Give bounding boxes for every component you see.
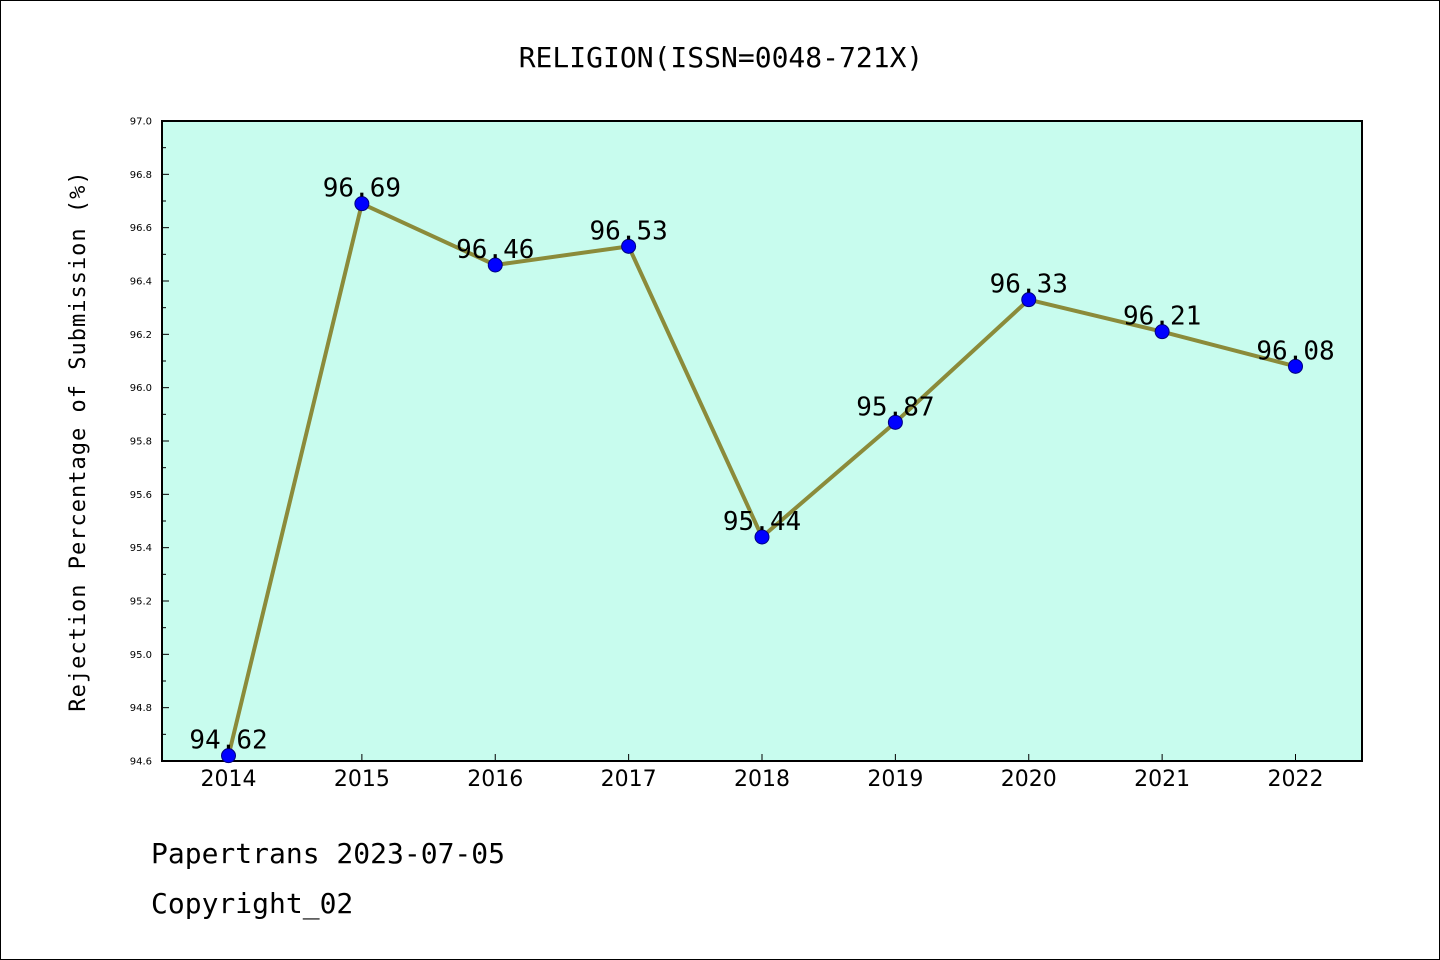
copyright-note: Copyright_02 — [151, 887, 354, 920]
data-point — [354, 196, 370, 212]
data-point — [1021, 292, 1037, 308]
data-label: 96.53 — [589, 216, 667, 246]
y-tick-label: 94.6 — [130, 757, 152, 768]
y-tick-label: 95.4 — [130, 543, 152, 554]
x-tick-label: 2015 — [334, 767, 390, 792]
y-tick-label: 95.8 — [130, 437, 152, 448]
y-tick-label: 95.2 — [130, 597, 152, 608]
y-tick-label: 96.8 — [130, 170, 152, 181]
data-label: 96.33 — [990, 270, 1068, 300]
data-label: 96.21 — [1123, 302, 1201, 332]
x-tick-label: 2014 — [201, 767, 257, 792]
x-tick-label: 2016 — [467, 767, 523, 792]
data-point — [1288, 358, 1303, 374]
data-point — [1154, 324, 1170, 340]
data-label: 96.08 — [1256, 336, 1334, 366]
data-point — [754, 529, 770, 545]
y-axis-label: Rejection Percentage of Submission (%) — [66, 170, 91, 711]
data-label: 96.69 — [323, 174, 401, 204]
data-label: 95.44 — [723, 507, 801, 537]
y-tick-label: 94.8 — [130, 703, 152, 714]
source-note: Papertrans 2023-07-05 — [151, 837, 506, 870]
x-tick-label: 2021 — [1134, 767, 1190, 792]
data-label: 96.46 — [456, 235, 534, 265]
x-tick-label: 2017 — [601, 767, 657, 792]
y-tick-label: 95.0 — [130, 650, 152, 661]
x-tick-label: 2019 — [867, 767, 923, 792]
y-tick-label: 95.6 — [130, 490, 152, 501]
series-markers — [221, 196, 1303, 764]
data-labels: 94.62 96.69 96.46 96.53 95.44 95.87 96.33 96.21… — [189, 174, 1334, 756]
plot-area — [161, 120, 1363, 762]
y-tick-label: 96.0 — [130, 383, 152, 394]
y-tick-label: 96.2 — [130, 330, 152, 341]
x-tick-label: 2020 — [1001, 767, 1057, 792]
data-label: 94.62 — [189, 726, 267, 756]
x-tick-label: 2018 — [734, 767, 790, 792]
axis-ticks: 94.6 94.8 95.0 95.2 95.4 95.6 95.8 96.0 96.2 96.4… — [130, 117, 1324, 793]
data-point — [221, 748, 236, 764]
data-point — [887, 414, 903, 430]
data-point — [621, 238, 637, 254]
data-point — [487, 257, 503, 273]
chart-title: RELIGION(ISSN=0048-721X) — [519, 41, 924, 74]
data-label: 95.87 — [856, 392, 934, 422]
y-tick-label: 96.4 — [130, 277, 152, 288]
x-tick-label: 2022 — [1268, 767, 1324, 792]
y-tick-label: 97.0 — [130, 117, 152, 128]
y-tick-label: 96.6 — [130, 223, 152, 234]
